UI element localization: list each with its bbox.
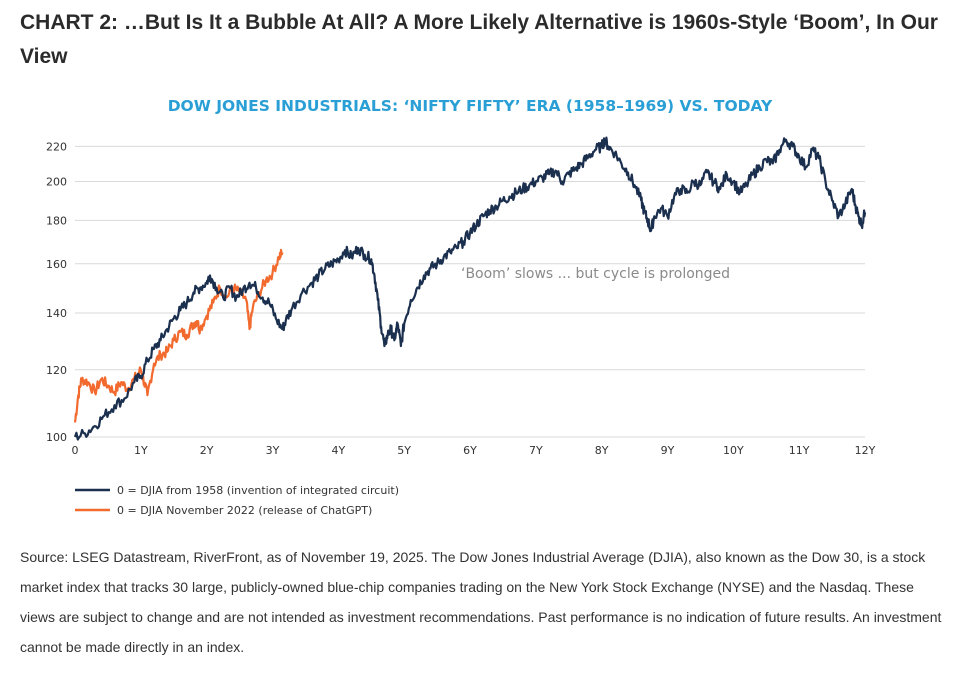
series-layer xyxy=(73,136,867,441)
x-tick-label: 0 xyxy=(72,444,79,457)
chart: DOW JONES INDUSTRIALS: ‘NIFTY FIFTY’ ERA… xyxy=(46,97,876,517)
x-tick-label: 9Y xyxy=(661,444,675,457)
source-note: Source: LSEG Datastream, RiverFront, as … xyxy=(20,549,942,655)
legend-label: 0 = DJIA from 1958 (invention of integra… xyxy=(117,484,399,497)
x-axis-ticks: 0 1Y 2Y 3Y 4Y 5Y 6Y 7Y 8Y 9Y 10Y 11Y 12Y xyxy=(72,444,876,457)
chart-title: DOW JONES INDUSTRIALS: ‘NIFTY FIFTY’ ERA… xyxy=(168,97,773,115)
x-tick-label: 4Y xyxy=(331,444,345,457)
series-line-1958 xyxy=(73,136,867,441)
x-tick-label: 2Y xyxy=(200,444,214,457)
y-tick-label: 220 xyxy=(46,140,67,153)
x-tick-label: 8Y xyxy=(595,444,609,457)
y-axis-ticks: 100 120 140 160 180 200 220 xyxy=(46,140,67,444)
y-tick-label: 100 xyxy=(46,431,67,444)
legend: 0 = DJIA from 1958 (invention of integra… xyxy=(75,484,399,517)
x-tick-label: 1Y xyxy=(134,444,148,457)
x-tick-label: 12Y xyxy=(855,444,876,457)
y-tick-label: 160 xyxy=(46,258,67,271)
y-tick-label: 200 xyxy=(46,176,67,189)
y-tick-label: 140 xyxy=(46,307,67,320)
x-tick-label: 11Y xyxy=(789,444,810,457)
y-tick-label: 180 xyxy=(46,214,67,227)
legend-label: 0 = DJIA November 2022 (release of ChatG… xyxy=(117,504,372,517)
chart-annotation: ‘Boom’ slows ... but cycle is prolonged xyxy=(461,266,730,282)
x-tick-label: 7Y xyxy=(529,444,543,457)
x-tick-label: 3Y xyxy=(266,444,280,457)
x-tick-label: 6Y xyxy=(463,444,477,457)
gridlines xyxy=(75,145,865,438)
x-tick-label: 10Y xyxy=(723,444,744,457)
y-tick-label: 120 xyxy=(46,364,67,377)
series-line-2022 xyxy=(73,248,284,423)
x-tick-label: 5Y xyxy=(397,444,411,457)
page-title: CHART 2: …But Is It a Bubble At All? A M… xyxy=(20,11,938,68)
